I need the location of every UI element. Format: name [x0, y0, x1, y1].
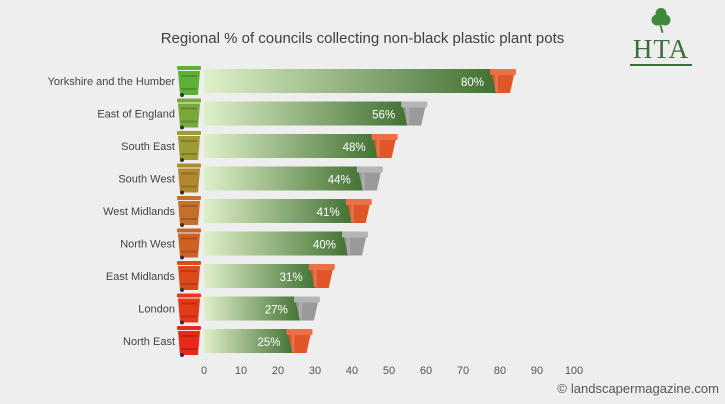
category-label-east-midlands: East Midlands [106, 271, 176, 283]
x-tick-label: 80 [494, 365, 506, 377]
category-label-north-west: North West [120, 239, 175, 251]
grey-plant-pot-icon [342, 231, 368, 256]
category-label-london: London [138, 304, 175, 316]
bar-yorkshire-and-the-humber [204, 69, 500, 93]
terracotta-plant-pot-icon [345, 199, 372, 223]
grey-plant-pot-icon [356, 166, 383, 191]
bar-south-east [204, 134, 382, 158]
copyright-icon: © [557, 381, 567, 396]
terracotta-plant-pot-icon [371, 134, 398, 158]
terracotta-plant-pot-icon [286, 329, 313, 353]
value-label-west-midlands: 41% [317, 207, 340, 219]
bar-east-of-england [204, 101, 412, 126]
x-tick-label: 20 [272, 365, 284, 377]
bar-west-midlands [204, 199, 356, 223]
watermark-text: landscapermagazine.com [570, 381, 719, 396]
wheelie-bin-icon [177, 196, 201, 227]
grey-plant-pot-icon [293, 296, 320, 321]
bar-north-east [204, 329, 297, 353]
x-tick-label: 100 [565, 365, 583, 377]
bar-north-west [204, 231, 352, 256]
wheelie-bin-icon [177, 293, 201, 325]
terracotta-plant-pot-icon [308, 264, 335, 288]
value-label-london: 27% [265, 305, 288, 317]
wheelie-bin-icon [177, 66, 201, 97]
x-tick-label: 90 [531, 365, 543, 377]
x-tick-label: 70 [457, 365, 469, 377]
wheelie-bin-icon [177, 163, 201, 195]
logo-text: HTA [632, 34, 690, 64]
x-tick-label: 40 [346, 365, 358, 377]
value-label-north-west: 40% [313, 240, 336, 252]
logo-rule [630, 64, 692, 66]
wheelie-bin-icon [177, 98, 201, 130]
x-tick-label: 30 [309, 365, 321, 377]
value-label-south-east: 48% [343, 142, 366, 154]
category-label-north-east: North East [123, 336, 175, 348]
wheelie-bin-icon [177, 326, 201, 357]
x-tick-label: 10 [235, 365, 247, 377]
value-label-east-midlands: 31% [280, 272, 303, 284]
watermark: © landscapermagazine.com [557, 381, 719, 396]
wheelie-bin-icon [177, 261, 201, 292]
value-label-north-east: 25% [257, 337, 280, 349]
shamrock-icon [651, 8, 671, 34]
category-label-south-west: South West [118, 174, 175, 186]
wheelie-bin-icon [177, 228, 201, 260]
category-label-yorkshire-and-the-humber: Yorkshire and the Humber [48, 76, 176, 88]
bar-london [204, 296, 304, 321]
wheelie-bin-icon [177, 131, 201, 162]
value-label-yorkshire-and-the-humber: 80% [461, 77, 484, 89]
bar-south-west [204, 166, 367, 191]
category-label-south-east: South East [121, 141, 175, 153]
category-label-west-midlands: West Midlands [103, 206, 175, 218]
grey-plant-pot-icon [401, 101, 428, 126]
x-tick-label: 50 [383, 365, 395, 377]
value-label-south-west: 44% [328, 175, 351, 187]
category-label-east-of-england: East of England [97, 109, 175, 121]
x-tick-label: 0 [201, 365, 207, 377]
value-label-east-of-england: 56% [372, 110, 395, 122]
terracotta-plant-pot-icon [490, 69, 516, 93]
hta-logo: HTA [626, 8, 696, 68]
chart-title: Regional % of councils collecting non-bl… [160, 30, 565, 47]
x-tick-label: 60 [420, 365, 432, 377]
bar-east-midlands [204, 264, 319, 288]
